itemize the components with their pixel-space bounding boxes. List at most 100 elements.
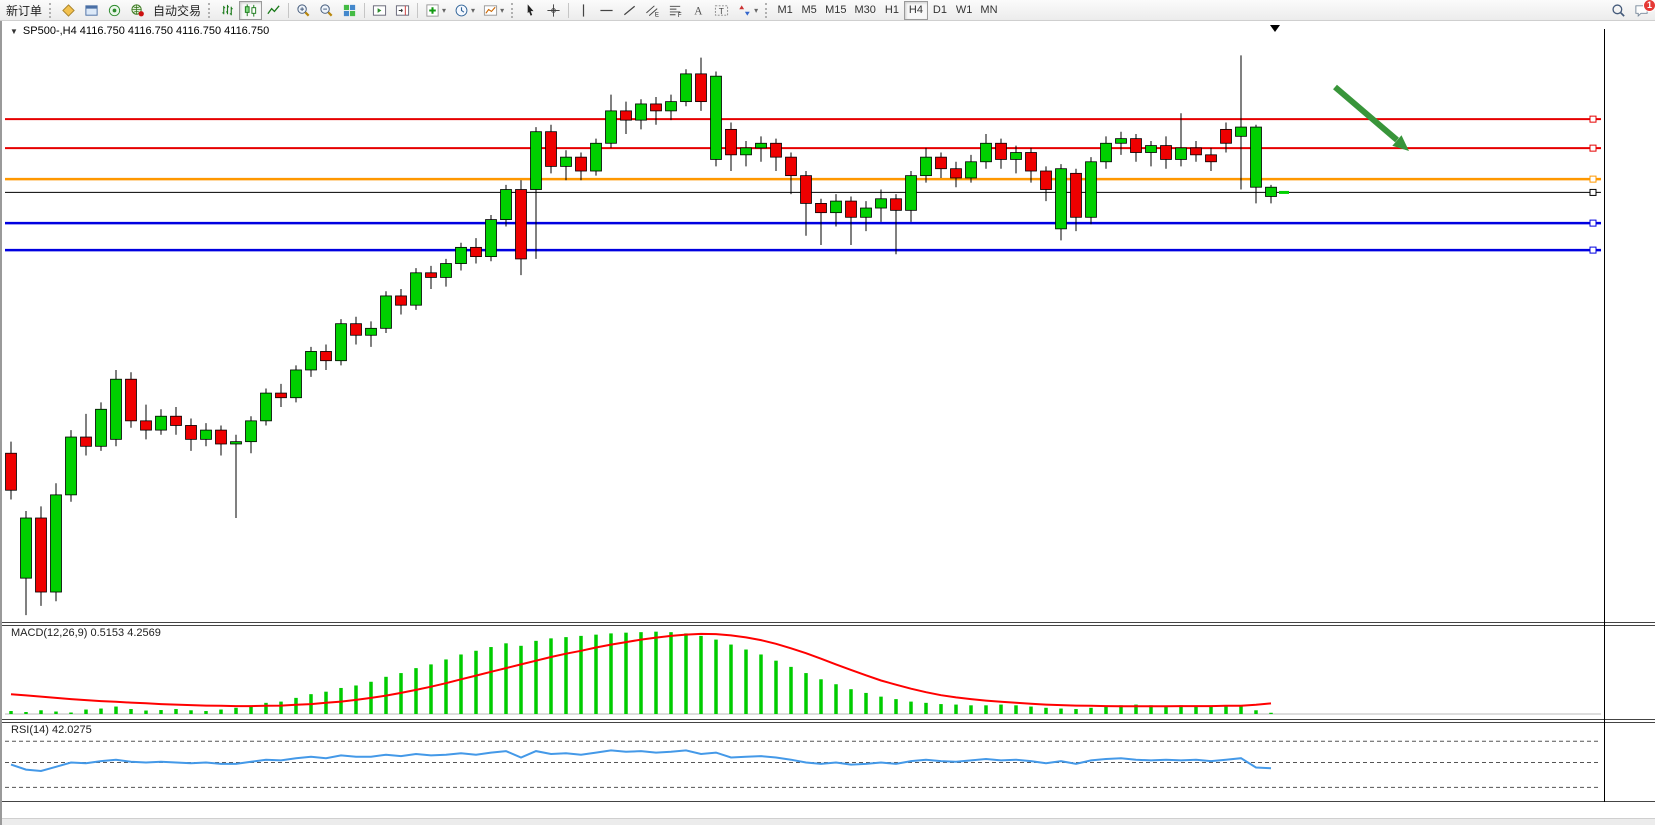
timeframe-mn-button[interactable]: MN: [980, 4, 998, 16]
macd-bar: [579, 635, 583, 714]
timeframe-m1-button[interactable]: M1: [777, 4, 793, 16]
candle: [155, 415, 167, 431]
macd-bar: [1059, 708, 1063, 714]
timeframe-h4-button[interactable]: H4: [903, 0, 928, 20]
macd-bar: [894, 699, 898, 714]
arrow-annotation[interactable]: [1333, 84, 1409, 151]
pane-separator[interactable]: [2, 625, 1655, 626]
time-axis[interactable]: 24 Mar 202326 Mar 23:0027 Mar 12:0028 Ma…: [2, 802, 1655, 818]
candle: [695, 73, 707, 103]
horizontal-line-button[interactable]: [595, 1, 618, 20]
indicators-button[interactable]: ▾: [421, 1, 450, 20]
macd-bar: [654, 631, 658, 714]
equidistant-channel-button[interactable]: E: [641, 1, 664, 20]
rsi-pane[interactable]: RSI(14) 42.0275: [5, 722, 1604, 801]
macd-bar: [939, 704, 943, 714]
timeframe-w1-button[interactable]: W1: [955, 4, 973, 16]
candle: [605, 110, 617, 144]
crosshair-button[interactable]: [542, 1, 565, 20]
pane-separator[interactable]: [2, 719, 1655, 720]
bar-chart-icon: [220, 3, 235, 18]
zoom-in-button[interactable]: [292, 1, 315, 20]
macd-bar: [84, 709, 88, 714]
shapes-button[interactable]: ▾: [733, 1, 762, 20]
toolbar: 新订单 自动交易 ▾ ▾ ▾ E F A T ▾ M1 M5 M15 M30 H1 H4 D1 W1 MN 1: [0, 0, 1655, 21]
tile-windows-button[interactable]: [338, 1, 361, 20]
candle: [635, 103, 647, 121]
chat-button[interactable]: 1: [1630, 0, 1655, 20]
chart-shift-button[interactable]: [391, 1, 414, 20]
symbol-dropdown-icon[interactable]: ▼: [10, 26, 18, 36]
candle: [335, 323, 347, 362]
rsi-value: 42.0275: [51, 724, 92, 736]
chart-shift-marker-icon[interactable]: [1270, 25, 1280, 32]
candle: [905, 175, 917, 211]
macd-bar: [519, 645, 523, 714]
candle: [845, 200, 857, 218]
autoscroll-button[interactable]: [368, 1, 391, 20]
macd-bar: [684, 633, 688, 714]
macd-bar: [714, 639, 718, 714]
fibonacci-button[interactable]: F: [664, 1, 687, 20]
trendline-button[interactable]: [618, 1, 641, 20]
candle: [890, 198, 902, 211]
macd-bar: [9, 711, 13, 714]
line-end-marker: [1589, 175, 1597, 183]
macd-bar: [729, 644, 733, 714]
pane-separator: [2, 801, 1655, 802]
candle: [560, 156, 572, 167]
candle: [410, 272, 422, 306]
zoom-out-button[interactable]: [315, 1, 338, 20]
toolbar-grip: [208, 2, 213, 18]
periods-button[interactable]: ▾: [450, 1, 479, 20]
svg-text:E: E: [655, 11, 659, 17]
signals-button[interactable]: [103, 1, 126, 20]
candle: [800, 175, 812, 204]
timeframe-d1-button[interactable]: D1: [932, 4, 947, 16]
macd-bar: [639, 632, 643, 714]
candlestick-chart-button[interactable]: [239, 0, 263, 20]
candle: [170, 415, 182, 426]
vertical-line-button[interactable]: [572, 1, 595, 20]
cursor-button[interactable]: [519, 1, 542, 20]
macd-bar: [144, 710, 148, 714]
templates-button[interactable]: ▾: [479, 1, 508, 20]
candle: [1040, 170, 1052, 190]
toolbar-separator: [288, 2, 290, 18]
timeframe-h1-button[interactable]: H1: [884, 4, 899, 16]
candle: [320, 351, 332, 362]
shapes-icon: [737, 3, 752, 18]
candle: [500, 189, 512, 220]
label-button[interactable]: T: [710, 1, 733, 20]
macd-name: MACD(12,26,9): [11, 627, 88, 639]
candle: [275, 392, 287, 399]
data-window-button[interactable]: [80, 1, 103, 20]
timeframe-m5-button[interactable]: M5: [801, 4, 817, 16]
macd-bar: [1119, 705, 1123, 714]
timeframe-m30-button[interactable]: M30: [854, 4, 876, 16]
macd-signal-value: 4.2569: [127, 627, 161, 639]
new-order-button[interactable]: 新订单: [2, 1, 46, 20]
text-button[interactable]: A: [687, 1, 710, 20]
macd-bar: [414, 668, 418, 714]
chart-window[interactable]: ▼ SP500-,H4 4116.750 4116.750 4116.750 4…: [0, 21, 1655, 825]
candles-layer: [5, 55, 1277, 616]
pane-separator[interactable]: [2, 622, 1655, 623]
macd-bar: [504, 643, 508, 714]
macd-bar: [1164, 706, 1168, 714]
candle: [1175, 147, 1187, 160]
search-button[interactable]: [1607, 1, 1630, 20]
timeframe-m15-button[interactable]: M15: [825, 4, 847, 16]
line-chart-icon: [266, 3, 281, 18]
algo-trading-button[interactable]: 自动交易: [149, 1, 205, 20]
pane-separator[interactable]: [2, 722, 1655, 723]
market-watch-button[interactable]: [57, 1, 80, 20]
price-axis[interactable]: 4174.8604160.6704146.4804132.2904118.100…: [1604, 21, 1655, 818]
price-pane[interactable]: [5, 40, 1604, 622]
label-icon: T: [714, 3, 729, 18]
bar-chart-button[interactable]: [216, 1, 239, 20]
macd-pane[interactable]: MACD(12,26,9) 0.5153 4.2569: [5, 625, 1604, 719]
market-button[interactable]: [126, 1, 149, 20]
line-chart-button[interactable]: [262, 1, 285, 20]
macd-bar: [69, 712, 73, 714]
